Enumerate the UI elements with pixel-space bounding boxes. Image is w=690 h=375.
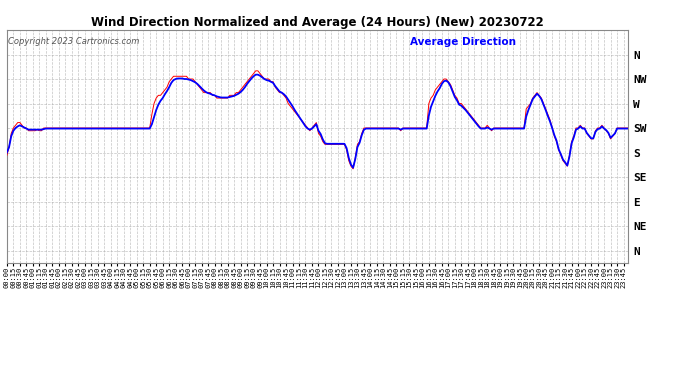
Text: Average Direction: Average Direction [410, 37, 516, 47]
Text: Copyright 2023 Cartronics.com: Copyright 2023 Cartronics.com [8, 37, 139, 46]
Title: Wind Direction Normalized and Average (24 Hours) (New) 20230722: Wind Direction Normalized and Average (2… [91, 16, 544, 29]
